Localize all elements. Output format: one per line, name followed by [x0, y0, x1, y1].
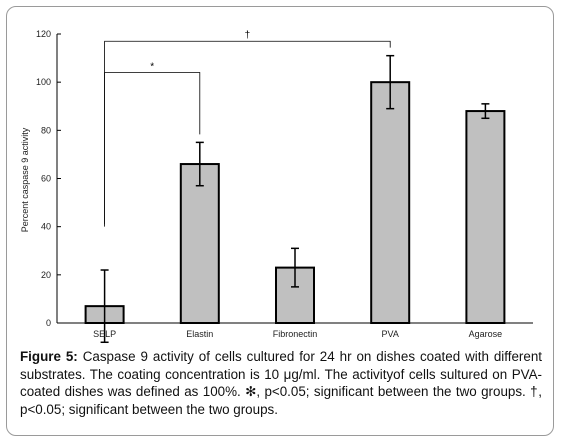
- x-tick-label: Agarose: [469, 329, 503, 339]
- y-tick-label: 20: [41, 270, 51, 280]
- y-tick-label: 120: [36, 29, 51, 39]
- x-tick-labels: SELP Elastin Fibronectin PVA Agarose: [93, 329, 502, 339]
- bars: [84, 81, 506, 325]
- caption-label: Figure 5:: [20, 349, 78, 364]
- chart: 0 20 40 60 80 100 120 SELP Elastin Fibronectin PV…: [20, 29, 533, 344]
- caption-text: Caspase 9 activity of cells cultured for…: [20, 349, 543, 417]
- y-tick-label: 0: [46, 318, 51, 328]
- significance-bracket: [104, 40, 391, 225]
- y-tick-label: 40: [41, 222, 51, 232]
- x-tick-label: PVA: [382, 329, 399, 339]
- significance-marker: †: [245, 30, 251, 41]
- bar-pva: [370, 81, 411, 324]
- y-tick-label: 100: [36, 77, 51, 87]
- y-tick-label: 80: [41, 125, 51, 135]
- y-axis-label: Percent caspase 9 activity: [20, 127, 30, 232]
- x-tick-label: Elastin: [186, 329, 213, 339]
- bar-elastin: [179, 163, 220, 324]
- significance-marker: *: [150, 62, 154, 73]
- y-tick-label: 60: [41, 174, 51, 184]
- figure-caption: Figure 5: Caspase 9 activity of cells cu…: [20, 348, 542, 418]
- figure-frame: [6, 6, 554, 436]
- bar-agarose: [465, 110, 506, 324]
- error-bars: [100, 54, 490, 344]
- significance-brackets: *†: [104, 30, 391, 227]
- y-ticks: 0 20 40 60 80 100 120: [36, 29, 61, 328]
- x-tick-label: Fibronectin: [273, 329, 318, 339]
- x-tick-label: SELP: [93, 329, 116, 339]
